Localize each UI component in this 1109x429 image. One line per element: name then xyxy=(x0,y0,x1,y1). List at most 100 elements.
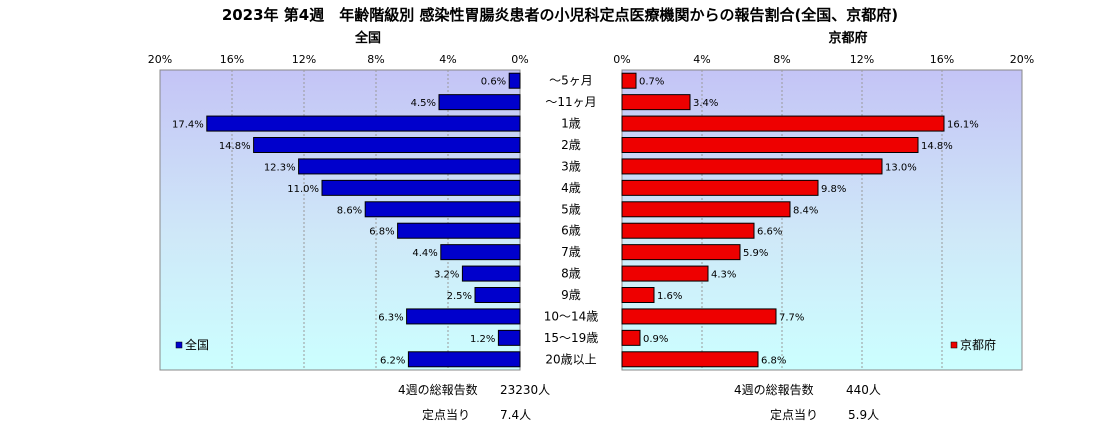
national-bar xyxy=(397,222,521,239)
national-data-label: 8.6% xyxy=(337,205,362,216)
kyoto-bar xyxy=(621,329,641,346)
kyoto-total-value: 440人 xyxy=(846,383,881,397)
kyoto-bar xyxy=(621,158,883,175)
national-bar xyxy=(461,265,521,282)
national-data-label: 2.5% xyxy=(447,291,472,302)
national-total-value: 23230人 xyxy=(500,383,550,397)
kyoto-bar xyxy=(621,308,777,325)
category-label: 3歳 xyxy=(561,159,581,173)
national-data-label: 6.8% xyxy=(369,227,394,238)
kyoto-data-label: 8.4% xyxy=(793,205,818,216)
national-bar xyxy=(364,201,521,218)
national-bar xyxy=(407,351,521,368)
kyoto-data-label: 3.4% xyxy=(693,98,718,109)
kyoto-bar xyxy=(621,137,919,153)
category-label: 7歳 xyxy=(561,245,581,259)
kyoto-bar xyxy=(621,179,819,196)
kyoto-data-label: 0.7% xyxy=(639,77,664,88)
kyoto-data-label: 13.0% xyxy=(885,162,917,173)
national-data-label: 4.4% xyxy=(412,248,437,259)
kyoto-data-label: 1.6% xyxy=(657,291,682,302)
kyoto-plot-area xyxy=(621,69,1023,371)
kyoto-panel-title: 京都府 xyxy=(828,30,867,46)
kyoto-tick-label: 4% xyxy=(693,53,710,66)
kyoto-tick-label: 8% xyxy=(773,53,790,66)
national-data-label: 1.2% xyxy=(470,334,495,345)
kyoto-data-label: 9.8% xyxy=(821,184,846,195)
category-label: 6歳 xyxy=(561,224,581,238)
national-bar xyxy=(497,329,521,346)
national-bar xyxy=(206,115,521,132)
category-label: ～11ヶ月 xyxy=(545,95,596,109)
category-label: 9歳 xyxy=(561,288,581,302)
kyoto-data-label: 14.8% xyxy=(921,141,953,152)
kyoto-per-label: 定点当り xyxy=(770,407,818,422)
national-tick-label: 8% xyxy=(367,53,384,66)
kyoto-data-label: 6.6% xyxy=(757,227,782,238)
kyoto-bar xyxy=(621,115,945,132)
national-tick-label: 0% xyxy=(511,53,528,66)
kyoto-total-label: 4週の総報告数 xyxy=(734,382,814,397)
national-bar xyxy=(438,94,521,111)
national-legend-swatch xyxy=(175,341,183,349)
kyoto-tick-label: 12% xyxy=(850,53,874,66)
national-data-label: 14.8% xyxy=(219,141,251,152)
national-bar xyxy=(474,287,521,303)
kyoto-bar xyxy=(621,94,691,111)
kyoto-bar xyxy=(621,351,759,368)
kyoto-bar xyxy=(621,201,791,218)
national-data-label: 12.3% xyxy=(264,162,296,173)
category-label: 10～14歳 xyxy=(544,309,599,323)
national-panel-title: 全国 xyxy=(354,30,381,46)
kyoto-bar xyxy=(621,287,655,303)
national-data-label: 0.6% xyxy=(481,77,506,88)
national-data-label: 17.4% xyxy=(172,120,204,131)
national-tick-label: 20% xyxy=(148,53,172,66)
national-data-label: 3.2% xyxy=(434,270,459,281)
national-data-label: 11.0% xyxy=(287,184,319,195)
category-label: 5歳 xyxy=(561,202,581,216)
national-tick-label: 4% xyxy=(439,53,456,66)
kyoto-tick-label: 16% xyxy=(930,53,954,66)
national-tick-label: 16% xyxy=(220,53,244,66)
national-per-value: 7.4人 xyxy=(500,408,531,422)
kyoto-bar xyxy=(621,222,755,239)
kyoto-data-label: 16.1% xyxy=(947,120,979,131)
national-bar xyxy=(440,244,521,261)
kyoto-legend-swatch xyxy=(950,341,958,349)
kyoto-data-label: 6.8% xyxy=(761,355,786,366)
national-per-label: 定点当り xyxy=(422,407,470,422)
kyoto-data-label: 0.9% xyxy=(643,334,668,345)
category-label: 20歳以上 xyxy=(545,352,596,366)
national-legend-label: 全国 xyxy=(185,337,209,352)
kyoto-bar xyxy=(621,72,637,89)
national-total-label: 4週の総報告数 xyxy=(398,382,478,397)
kyoto-bar xyxy=(621,265,709,282)
national-tick-label: 12% xyxy=(292,53,316,66)
category-label: 4歳 xyxy=(561,181,581,195)
kyoto-tick-label: 0% xyxy=(613,53,630,66)
national-bar xyxy=(508,72,521,89)
national-data-label: 6.2% xyxy=(380,355,405,366)
national-plot-area xyxy=(159,69,521,371)
national-bar xyxy=(298,158,521,175)
national-bar xyxy=(321,179,521,196)
kyoto-data-label: 5.9% xyxy=(743,248,768,259)
national-bar xyxy=(253,137,521,153)
kyoto-bar xyxy=(621,244,741,261)
category-label: ～5ヶ月 xyxy=(549,74,593,88)
kyoto-data-label: 7.7% xyxy=(779,312,804,323)
national-bar xyxy=(406,308,521,325)
category-label: 8歳 xyxy=(561,267,581,281)
kyoto-data-label: 4.3% xyxy=(711,270,736,281)
kyoto-legend-label: 京都府 xyxy=(960,337,996,352)
category-label: 15～19歳 xyxy=(544,331,599,345)
kyoto-tick-label: 20% xyxy=(1010,53,1034,66)
category-label: 2歳 xyxy=(561,138,581,152)
national-data-label: 4.5% xyxy=(411,98,436,109)
kyoto-per-value: 5.9人 xyxy=(848,408,879,422)
national-data-label: 6.3% xyxy=(378,312,403,323)
chart-title: 2023年 第4週 年齢階級別 感染性胃腸炎患者の小児科定点医療機関からの報告割… xyxy=(222,6,898,24)
category-label: 1歳 xyxy=(561,117,581,131)
